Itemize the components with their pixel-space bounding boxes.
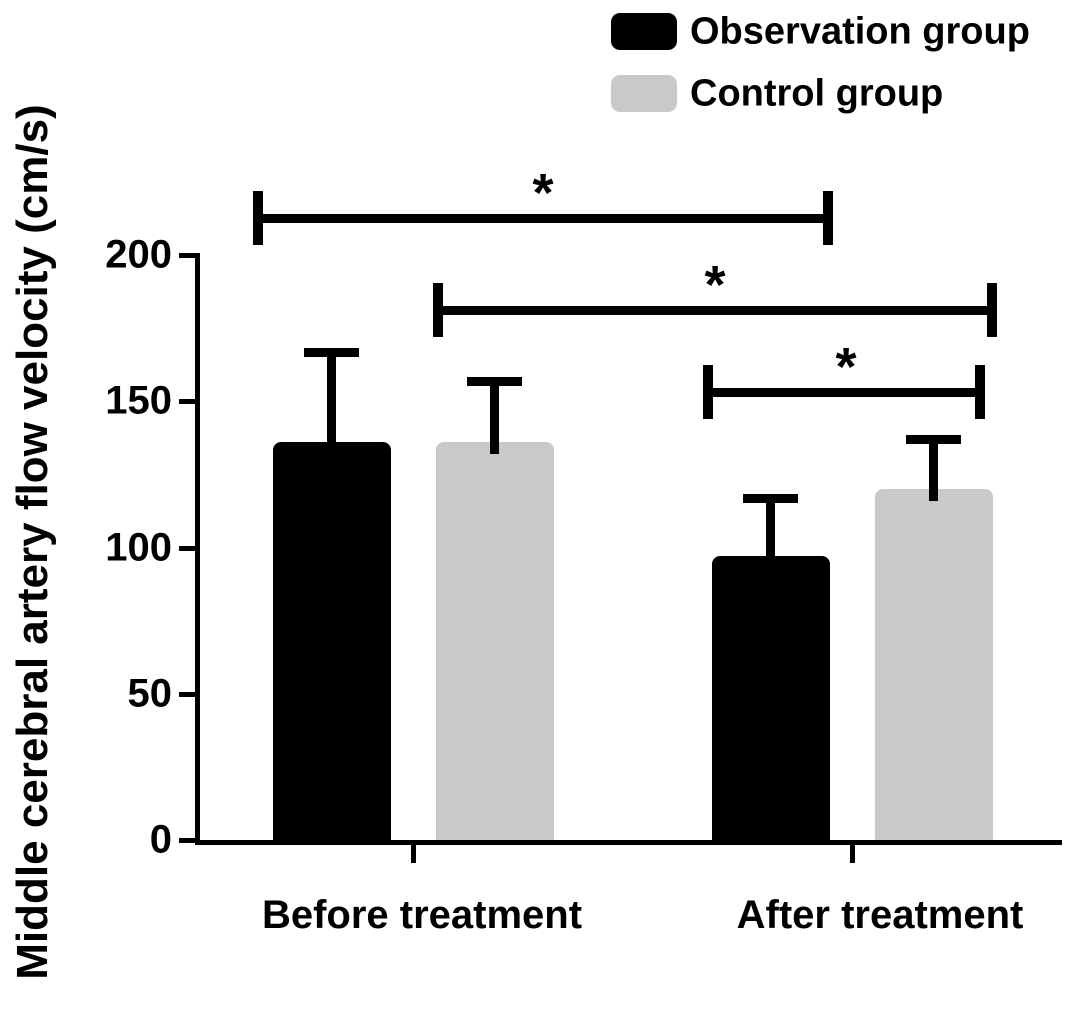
y-axis-line <box>195 253 200 845</box>
y-tick-label: 0 <box>149 817 172 862</box>
bar-observation-after <box>711 556 830 845</box>
y-tick <box>179 691 195 697</box>
y-tick-label: 200 <box>105 232 172 277</box>
error-bar-stem <box>327 351 336 455</box>
x-category-label: Before treatment <box>261 893 583 937</box>
bracket-line <box>708 387 980 397</box>
y-tick <box>179 253 195 258</box>
bar-control-after <box>874 489 993 845</box>
y-tick <box>179 399 195 405</box>
x-axis-line <box>195 840 1062 845</box>
x-tick <box>411 845 416 863</box>
bracket-line <box>258 213 828 223</box>
significance-asterisk: * <box>704 255 726 315</box>
error-bar-stem <box>490 380 499 455</box>
y-tick-label: 100 <box>105 525 172 569</box>
legend-label-control: Control group <box>690 72 944 115</box>
bracket-cap-right <box>987 283 997 337</box>
legend-swatch-observation <box>611 13 677 50</box>
x-category-label: After treatment <box>736 893 1024 937</box>
error-bar-stem <box>929 439 938 501</box>
bar-observation-before <box>272 442 391 845</box>
bracket-line <box>438 305 992 315</box>
y-tick <box>179 545 195 551</box>
error-bar-cap <box>467 376 522 386</box>
bracket-cap-right <box>823 191 833 245</box>
error-bar-cap <box>304 347 359 357</box>
bracket-cap-left <box>253 191 263 245</box>
y-tick-label: 150 <box>105 378 172 423</box>
significance-asterisk: * <box>835 337 857 397</box>
y-tick-label: 50 <box>127 671 173 716</box>
bracket-cap-left <box>703 365 713 419</box>
bracket-cap-right <box>975 365 985 419</box>
error-bar-cap <box>906 435 961 445</box>
legend-swatch-control <box>611 75 677 112</box>
legend-label-observation: Observation group <box>690 10 1030 53</box>
error-bar-stem <box>766 497 775 569</box>
significance-asterisk: * <box>532 163 554 223</box>
bar-control-before <box>435 442 554 845</box>
y-axis-title: Middle cerebral artery flow velocity (cm… <box>8 104 57 980</box>
bracket-cap-left <box>433 283 443 337</box>
x-tick <box>850 845 855 863</box>
error-bar-cap <box>743 493 798 503</box>
y-tick <box>179 838 195 843</box>
